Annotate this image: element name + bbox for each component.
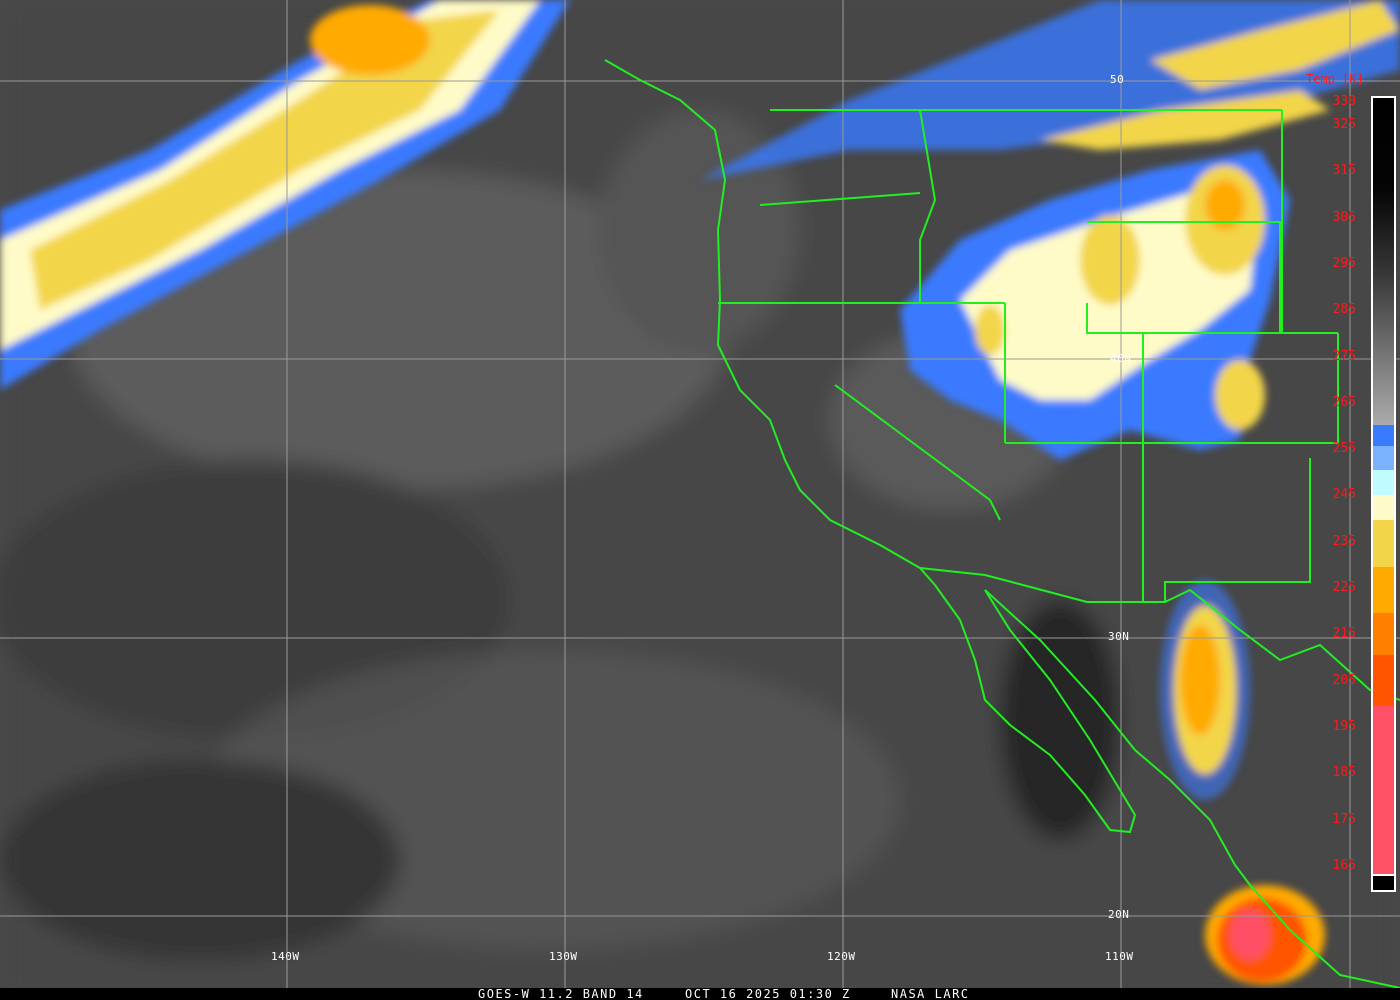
footer-bar: GOES-W 11.2 BAND 14 OCT 16 2025 01:30 Z … <box>0 987 1400 1000</box>
footer-satellite: GOES-W 11.2 BAND 14 <box>478 987 644 1000</box>
colorbar-tick-label: 235 <box>1332 533 1356 549</box>
cloud-band-northwest <box>0 0 1400 390</box>
political-boundaries <box>604 59 1400 989</box>
lat-label-20n: 20N <box>1108 908 1130 921</box>
colorbar-tick-label: 315 <box>1332 163 1356 179</box>
colorbar-tick-label: 185 <box>1332 765 1356 781</box>
border-us-mexico <box>919 567 1400 701</box>
colorbar-tick-label: 215 <box>1332 626 1356 642</box>
border-idaho <box>919 109 937 303</box>
colorbar <box>1371 96 1396 892</box>
lat-label-30n: 30N <box>1108 630 1130 643</box>
lat-label-40n: 40N <box>1110 352 1132 365</box>
colorbar-title: Temp [K] <box>1306 72 1364 86</box>
colorbar-tick-label: 205 <box>1332 672 1356 688</box>
colorbar-tick-label: 295 <box>1332 255 1356 271</box>
border-ut-az <box>1005 333 1339 444</box>
colorbar-tick-label: 325 <box>1332 117 1356 132</box>
colorbar-tick-label: 265 <box>1332 394 1356 410</box>
lon-label-120w: 120W <box>827 950 856 963</box>
coastline-west <box>604 59 1400 989</box>
footer-credit: NASA LARC <box>891 987 970 1000</box>
colorbar-tick-label: 330 <box>1332 94 1356 109</box>
lon-label-130w: 130W <box>549 950 578 963</box>
colorbar-tick-label: 255 <box>1332 441 1356 457</box>
colorbar-tick-label: 165 <box>1332 857 1356 873</box>
lat-label-50n: 50 <box>1110 73 1125 86</box>
lon-label-140w: 140W <box>271 950 300 963</box>
lon-label-110w: 110W <box>1105 950 1134 963</box>
border-nm-east <box>1164 458 1311 602</box>
cloud-storms-interior <box>900 150 1325 985</box>
colorbar-tick-label: 305 <box>1332 209 1356 225</box>
colorbar-tick-label: 195 <box>1332 718 1356 734</box>
colorbar-tick-label: 285 <box>1332 302 1356 318</box>
footer-datetime: OCT 16 2025 01:30 Z <box>685 987 851 1000</box>
colorbar-tick-label: 175 <box>1332 811 1356 827</box>
border-ca-nv <box>834 384 1001 521</box>
colorbar-tick-label: 275 <box>1332 348 1356 364</box>
border-wa-or <box>759 192 921 206</box>
colorbar-tick-label: 245 <box>1332 487 1356 503</box>
colorbar-tick-label: 225 <box>1332 580 1356 595</box>
